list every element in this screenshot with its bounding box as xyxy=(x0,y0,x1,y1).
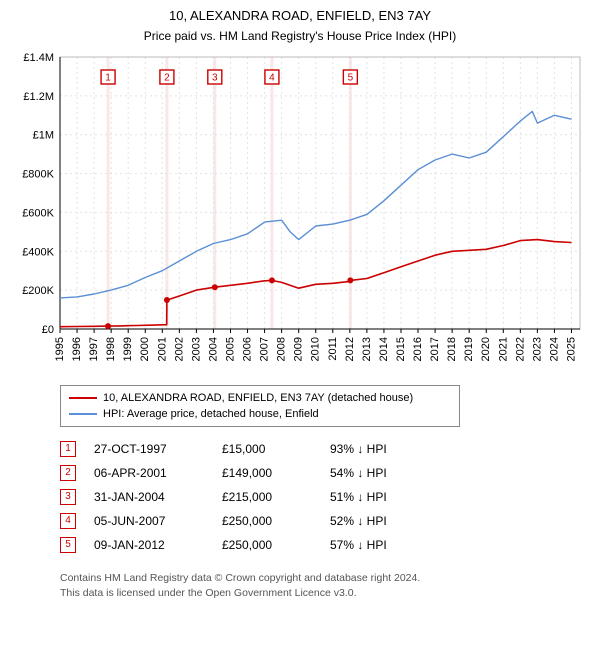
legend-swatch xyxy=(69,413,97,415)
svg-text:2009: 2009 xyxy=(293,337,305,361)
svg-text:2002: 2002 xyxy=(173,337,185,361)
attribution-line: Contains HM Land Registry data © Crown c… xyxy=(60,571,590,586)
svg-text:£600K: £600K xyxy=(22,207,54,219)
transaction-price: £215,000 xyxy=(222,485,312,509)
transaction-date: 27-OCT-1997 xyxy=(94,437,204,461)
transaction-date: 06-APR-2001 xyxy=(94,461,204,485)
transaction-price: £250,000 xyxy=(222,533,312,557)
svg-text:2025: 2025 xyxy=(565,337,577,361)
transaction-price: £15,000 xyxy=(222,437,312,461)
chart-svg: £0 £200K £400K £600K £800K £1M £1.2M £1.4M 1995 1… xyxy=(10,49,590,379)
svg-text:2019: 2019 xyxy=(463,337,475,361)
transaction-row: 1 27-OCT-1997 £15,000 93% ↓ HPI xyxy=(60,437,590,461)
svg-text:2023: 2023 xyxy=(531,337,543,361)
svg-text:2022: 2022 xyxy=(514,337,526,361)
transaction-row: 5 09-JAN-2012 £250,000 57% ↓ HPI xyxy=(60,533,590,557)
transaction-hpi: 52% ↓ HPI xyxy=(330,509,440,533)
transaction-marker: 3 xyxy=(60,489,76,505)
transaction-hpi: 51% ↓ HPI xyxy=(330,485,440,509)
svg-text:5: 5 xyxy=(348,73,354,84)
svg-text:2006: 2006 xyxy=(242,337,254,361)
page-subtitle: Price paid vs. HM Land Registry's House … xyxy=(10,29,590,43)
svg-text:2008: 2008 xyxy=(276,337,288,361)
svg-text:£1.2M: £1.2M xyxy=(23,91,54,103)
svg-text:£400K: £400K xyxy=(22,246,54,258)
transaction-hpi: 93% ↓ HPI xyxy=(330,437,440,461)
svg-text:1: 1 xyxy=(105,73,111,84)
legend-label: 10, ALEXANDRA ROAD, ENFIELD, EN3 7AY (de… xyxy=(103,390,413,406)
svg-text:2001: 2001 xyxy=(156,337,168,361)
svg-text:£800K: £800K xyxy=(22,169,54,181)
svg-text:1999: 1999 xyxy=(122,337,134,361)
svg-text:2024: 2024 xyxy=(548,337,560,361)
transaction-date: 31-JAN-2004 xyxy=(94,485,204,509)
svg-text:2021: 2021 xyxy=(497,337,509,361)
svg-text:£0: £0 xyxy=(42,324,54,336)
svg-text:1998: 1998 xyxy=(105,337,117,361)
legend-item: 10, ALEXANDRA ROAD, ENFIELD, EN3 7AY (de… xyxy=(69,390,451,406)
legend-item: HPI: Average price, detached house, Enfi… xyxy=(69,406,451,422)
transaction-hpi: 57% ↓ HPI xyxy=(330,533,440,557)
svg-text:2000: 2000 xyxy=(139,337,151,361)
transaction-marker: 4 xyxy=(60,513,76,529)
attribution: Contains HM Land Registry data © Crown c… xyxy=(60,571,590,600)
svg-text:2014: 2014 xyxy=(378,337,390,361)
legend: 10, ALEXANDRA ROAD, ENFIELD, EN3 7AY (de… xyxy=(60,385,460,427)
transaction-date: 05-JUN-2007 xyxy=(94,509,204,533)
svg-text:2020: 2020 xyxy=(480,337,492,361)
svg-text:£1.4M: £1.4M xyxy=(23,52,54,64)
svg-text:2005: 2005 xyxy=(224,337,236,361)
svg-text:1997: 1997 xyxy=(88,337,100,361)
page-title: 10, ALEXANDRA ROAD, ENFIELD, EN3 7AY xyxy=(10,8,590,23)
transaction-price: £250,000 xyxy=(222,509,312,533)
transaction-marker: 2 xyxy=(60,465,76,481)
transaction-hpi: 54% ↓ HPI xyxy=(330,461,440,485)
svg-text:2017: 2017 xyxy=(429,337,441,361)
svg-text:2010: 2010 xyxy=(310,337,322,361)
svg-text:£1M: £1M xyxy=(33,130,54,142)
svg-text:2004: 2004 xyxy=(207,337,219,361)
transactions-table: 1 27-OCT-1997 £15,000 93% ↓ HPI 2 06-APR-2001… xyxy=(60,437,590,557)
legend-label: HPI: Average price, detached house, Enfi… xyxy=(103,406,319,422)
svg-text:3: 3 xyxy=(212,73,218,84)
svg-text:£200K: £200K xyxy=(22,285,54,297)
svg-text:2013: 2013 xyxy=(361,337,373,361)
price-chart: £0 £200K £400K £600K £800K £1M £1.2M £1.4M 1995 1… xyxy=(10,49,590,379)
svg-text:2016: 2016 xyxy=(412,337,424,361)
transaction-row: 4 05-JUN-2007 £250,000 52% ↓ HPI xyxy=(60,509,590,533)
svg-text:2003: 2003 xyxy=(190,337,202,361)
transaction-date: 09-JAN-2012 xyxy=(94,533,204,557)
svg-text:2011: 2011 xyxy=(327,337,339,361)
svg-text:2015: 2015 xyxy=(395,337,407,361)
svg-text:2012: 2012 xyxy=(344,337,356,361)
transaction-row: 2 06-APR-2001 £149,000 54% ↓ HPI xyxy=(60,461,590,485)
transaction-row: 3 31-JAN-2004 £215,000 51% ↓ HPI xyxy=(60,485,590,509)
svg-text:4: 4 xyxy=(269,73,275,84)
svg-text:1996: 1996 xyxy=(71,337,83,361)
svg-text:1995: 1995 xyxy=(54,337,66,361)
transaction-price: £149,000 xyxy=(222,461,312,485)
svg-text:2: 2 xyxy=(164,73,170,84)
svg-text:2018: 2018 xyxy=(446,337,458,361)
transaction-marker: 1 xyxy=(60,441,76,457)
svg-text:2007: 2007 xyxy=(259,337,271,361)
attribution-line: This data is licensed under the Open Gov… xyxy=(60,586,590,601)
legend-swatch xyxy=(69,397,97,399)
transaction-marker: 5 xyxy=(60,537,76,553)
